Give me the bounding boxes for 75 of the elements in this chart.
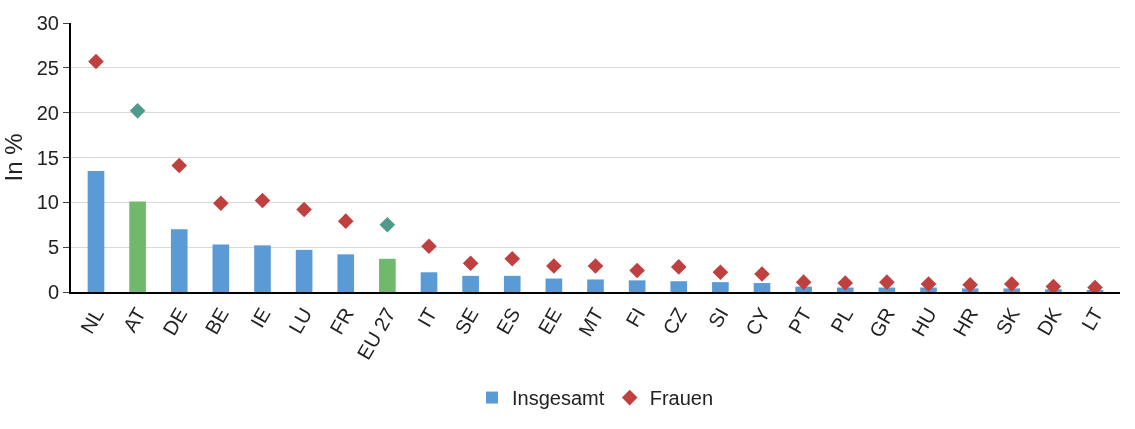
point: [962, 277, 978, 292]
point: [254, 192, 271, 209]
point: [504, 251, 521, 267]
point: [337, 213, 354, 229]
point: [171, 157, 188, 174]
x-tick-label: ES: [491, 304, 525, 339]
x-tick-label: HU: [907, 304, 941, 341]
bar: [379, 258, 396, 292]
bar: [587, 279, 604, 292]
x-tick-label: SI: [704, 304, 733, 332]
point: [213, 195, 229, 212]
bar: [254, 245, 271, 292]
x-tick-label: PL: [826, 304, 858, 337]
point: [1045, 278, 1062, 292]
x-tick-label: IE: [246, 304, 275, 332]
x-tick-label: DE: [158, 304, 192, 340]
legend-label: Frauen: [649, 387, 714, 410]
bar: [712, 282, 729, 292]
point: [795, 274, 812, 290]
y-tick-label: 0: [47, 281, 59, 303]
bar: [420, 272, 438, 292]
point: [462, 255, 479, 272]
bar: [337, 254, 355, 292]
bar: [753, 283, 771, 292]
x-tick-label: IT: [413, 304, 442, 331]
bar: [503, 275, 521, 292]
legend-label: Insgesamt: [512, 387, 605, 410]
y-tick-label: 25: [36, 56, 59, 79]
y-tick-label: 20: [36, 101, 59, 124]
bar: [129, 201, 146, 292]
x-tick-label: SE: [450, 304, 483, 339]
point: [296, 201, 312, 218]
point: [587, 258, 604, 274]
point: [629, 262, 645, 279]
point: [837, 275, 854, 291]
x-tick-label: LT: [1077, 304, 1108, 334]
x-tick-label: EE: [533, 304, 566, 339]
point: [712, 264, 729, 281]
bar: [87, 170, 105, 292]
x-tick-label: DK: [1032, 303, 1066, 340]
bar: [670, 281, 688, 292]
y-axis-title: In %: [0, 133, 27, 182]
bar: [462, 275, 479, 292]
point: [920, 276, 937, 292]
x-tick-label: GR: [864, 304, 900, 341]
point: [754, 266, 770, 282]
x-tick-label: PT: [783, 304, 816, 338]
point: [879, 274, 895, 290]
bar: [170, 229, 188, 292]
x-tick-label: CY: [741, 304, 775, 340]
point: [379, 216, 396, 233]
x-tick-label: CZ: [658, 304, 691, 339]
bar: [295, 249, 313, 292]
x-tick-label: FI: [621, 304, 650, 331]
x-tick-label: BE: [200, 304, 233, 339]
bar: [545, 278, 563, 292]
y-tick-label: 15: [36, 146, 59, 169]
point: [88, 53, 104, 70]
y-tick-label: 5: [47, 236, 59, 259]
point: [421, 238, 437, 255]
x-tick-label: NL: [76, 304, 109, 338]
x-tick-label: MT: [574, 304, 608, 341]
point: [1003, 276, 1020, 292]
y-tick-label: 30: [36, 12, 59, 34]
point: [670, 259, 687, 275]
y-tick-label: 10: [36, 191, 59, 214]
x-tick-label: SK: [991, 303, 1025, 339]
point: [546, 258, 562, 274]
x-tick-label: AT: [118, 304, 150, 336]
x-tick-label: HR: [948, 304, 983, 341]
x-tick-label: FR: [325, 304, 358, 339]
bar: [628, 280, 646, 292]
bar: [212, 244, 230, 292]
x-tick-label: LU: [284, 304, 317, 338]
point: [129, 103, 146, 119]
